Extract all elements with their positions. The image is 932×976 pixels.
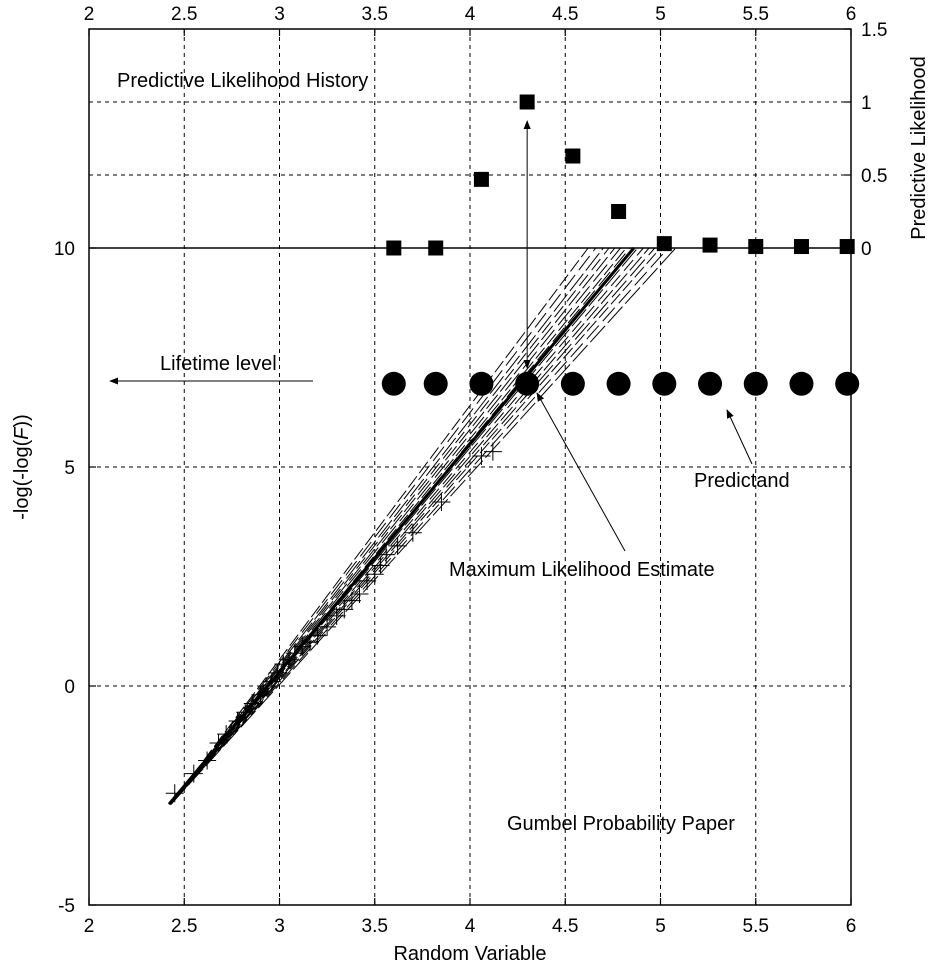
data-point-18 <box>318 617 337 636</box>
annotation-lifetime: Lifetime level <box>160 353 277 375</box>
annotation-history: Predictive Likelihood History <box>117 70 368 92</box>
x-tick-label-bottom-5: 4.5 <box>552 916 578 937</box>
likelihood-marker-2 <box>473 171 489 187</box>
bootstrap-line-12 <box>170 247 661 805</box>
x-tick-label-bottom-1: 2.5 <box>171 916 197 937</box>
likelihood-marker-8 <box>748 239 764 255</box>
x-tick-label-top-4: 4 <box>465 4 476 25</box>
likelihood-marker-4 <box>565 148 581 164</box>
predictand-marker-1 <box>423 371 448 396</box>
x-tick-label-bottom-4: 4 <box>465 916 476 937</box>
data-point-29 <box>432 493 451 512</box>
bootstrap-line-3 <box>170 247 610 805</box>
x-tick-label-bottom-2: 3 <box>274 916 285 937</box>
y-tick-label-2: 5 <box>64 458 75 479</box>
x-tick-label-bottom-6: 5 <box>655 916 666 937</box>
likelihood-marker-3 <box>519 94 535 110</box>
x-tick-label-bottom-0: 2 <box>84 916 95 937</box>
data-point-19 <box>327 606 346 625</box>
x-tick-label-top-3: 3.5 <box>362 4 388 25</box>
bootstrap-line-2 <box>170 247 604 805</box>
annotation-arrows <box>109 120 753 552</box>
predictand-arrow <box>726 409 753 465</box>
predictand-marker-8 <box>743 371 768 396</box>
data-point-23 <box>358 571 377 590</box>
annotation-mle: Maximum Likelihood Estimate <box>449 559 715 581</box>
data-point-22 <box>350 585 369 604</box>
annotation-paper: Gumbel Probability Paper <box>507 813 735 835</box>
y2-tick-label-3: 1.5 <box>861 20 887 41</box>
likelihood-marker-1 <box>428 240 444 256</box>
predictand-marker-4 <box>560 371 585 396</box>
x-tick-label-top-8: 6 <box>846 4 857 25</box>
likelihood-marker-5 <box>611 204 627 219</box>
bootstrap-line-9 <box>170 247 644 805</box>
x-tick-label-bottom-7: 5.5 <box>743 916 769 937</box>
data-point-27 <box>388 536 407 555</box>
x-tick-label-top-2: 3 <box>274 4 285 25</box>
plot-series <box>165 94 860 806</box>
likelihood-marker-0 <box>386 240 402 256</box>
data-point-31 <box>483 442 502 461</box>
likelihood-marker-10 <box>839 239 855 255</box>
x-tick-label-top-0: 2 <box>84 4 95 25</box>
likelihood-marker-7 <box>702 237 718 253</box>
bootstrap-line-14 <box>170 247 677 805</box>
x-tick-label-top-5: 4.5 <box>552 4 578 25</box>
y-axis-label-pre: -log(-log( <box>11 439 33 519</box>
likelihood-marker-9 <box>793 239 809 255</box>
predictand-marker-2 <box>469 371 494 396</box>
predictand-marker-10 <box>835 371 860 396</box>
predictand-marker-3 <box>515 371 540 396</box>
x-axis-label: Random Variable <box>393 943 546 965</box>
x-tick-label-top-6: 5 <box>655 4 666 25</box>
data-point-20 <box>335 600 354 619</box>
bootstrap-line-10 <box>170 247 650 805</box>
x-tick-label-top-7: 5.5 <box>743 4 769 25</box>
y-axis-label-italic: F <box>11 426 33 440</box>
data-point-30 <box>472 447 491 466</box>
x-tick-label-top-1: 2.5 <box>171 4 197 25</box>
likelihood-marker-6 <box>656 236 672 252</box>
predictand-marker-7 <box>698 371 723 396</box>
mle-arrow <box>536 392 626 552</box>
x-tick-label-bottom-3: 3.5 <box>362 916 388 937</box>
y-axis-label-post: )) <box>11 414 33 427</box>
y2-tick-label-0: 0 <box>861 239 872 260</box>
predictand-marker-9 <box>789 371 814 396</box>
bootstrap-line-8 <box>170 247 639 805</box>
data-point-25 <box>371 556 390 575</box>
y2-tick-label-1: 0.5 <box>861 166 887 187</box>
bootstrap-line-13 <box>170 247 669 805</box>
grid-lines <box>88 29 852 906</box>
y2-tick-label-2: 1 <box>861 93 872 114</box>
y-tick-label-3: 10 <box>54 239 75 260</box>
predictand-marker-6 <box>652 371 677 396</box>
data-point-26 <box>377 545 396 564</box>
predictand-marker-0 <box>381 371 406 396</box>
annotation-predictand: Predictand <box>694 470 790 492</box>
bootstrap-line-0 <box>170 247 589 805</box>
predictand-marker-5 <box>606 371 631 396</box>
y-tick-label-1: 0 <box>64 677 75 698</box>
y-axis-label: -log(-log(F)) <box>11 414 33 520</box>
mle-line <box>167 247 635 806</box>
axis-ticks: 222.52.5333.53.5444.54.5555.55.566-50510… <box>54 4 888 937</box>
data-point-21 <box>342 591 361 610</box>
y2-axis-label: Predictive Likelihood <box>908 56 930 239</box>
x-tick-label-bottom-8: 6 <box>846 916 857 937</box>
y-tick-label-0: -5 <box>58 896 75 917</box>
data-point-28 <box>403 523 422 542</box>
